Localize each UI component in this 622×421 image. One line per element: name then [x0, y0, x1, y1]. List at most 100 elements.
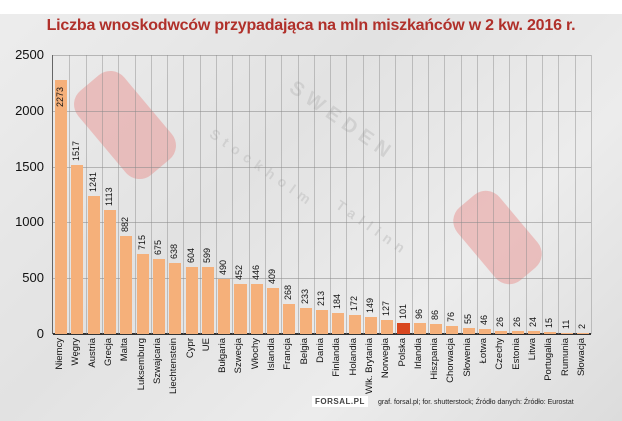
gridline	[591, 55, 592, 334]
value-label: 2273	[55, 86, 66, 107]
value-label: 1241	[87, 171, 98, 192]
value-label: 15	[544, 318, 555, 329]
gridline	[85, 55, 87, 334]
value-label: 604	[185, 247, 196, 263]
category-label: Islandia	[266, 338, 278, 371]
bar-finlandia	[332, 313, 345, 334]
category-label: UE	[200, 338, 212, 352]
category-label: Liechtenstein	[168, 338, 180, 394]
gridline	[476, 55, 478, 334]
value-label: 11	[560, 319, 571, 329]
gridline	[493, 55, 495, 334]
bar-austria	[87, 195, 100, 334]
chart-title: Liczba wnoskodwców przypadająca na mln m…	[46, 17, 576, 34]
gridline	[379, 55, 381, 334]
source-credits: graf. forsal.pl; for. shutterstock; Źród…	[378, 399, 574, 406]
gridline	[216, 55, 218, 334]
bar-irlandia	[413, 323, 426, 334]
gridline	[199, 55, 201, 334]
bar-francja	[283, 304, 296, 334]
category-label: Austria	[86, 338, 98, 368]
value-label: 213	[316, 291, 326, 307]
bar-litwa	[527, 331, 540, 334]
gridline	[248, 55, 250, 334]
category-label: Finlandia	[331, 338, 343, 377]
bar-grecja	[104, 209, 117, 334]
gridline	[167, 55, 169, 334]
gridline	[150, 55, 152, 334]
gridline	[118, 55, 120, 334]
value-label: 490	[218, 260, 229, 276]
value-label: 55	[462, 313, 473, 324]
y-tick-label: 0	[36, 326, 44, 341]
bar-wlk-brytania	[364, 317, 377, 334]
value-label: 24	[527, 317, 538, 328]
bar-niemcy	[55, 80, 68, 334]
category-label: Malta	[119, 338, 131, 362]
bar-cypr	[185, 266, 198, 334]
gridline	[313, 55, 315, 334]
bar-chorwacja	[446, 325, 459, 334]
gridline	[53, 222, 591, 224]
value-label: 184	[332, 294, 343, 310]
gridline	[395, 55, 397, 334]
bar-łotwa	[478, 328, 492, 334]
gridline	[134, 55, 136, 334]
bar-słowacja	[576, 333, 589, 334]
category-label: Węgry	[70, 338, 82, 366]
bar-luksemburg	[136, 254, 149, 334]
x-axis	[53, 333, 591, 335]
gridline	[183, 55, 185, 334]
gridline	[53, 166, 591, 168]
gridline	[53, 110, 591, 112]
gridline	[297, 55, 299, 334]
value-label: 446	[250, 265, 261, 281]
bar-węgry	[71, 164, 84, 334]
value-label: 149	[364, 298, 375, 314]
gridline	[509, 55, 511, 334]
category-label: Irlandia	[412, 338, 424, 370]
bar-szwajcaria	[152, 258, 165, 334]
gridline	[281, 55, 283, 334]
gridline	[53, 278, 591, 280]
category-label: Portugalia	[543, 338, 555, 381]
category-label: Szwajcaria	[151, 338, 163, 384]
category-label: Hiszpania	[429, 338, 441, 380]
top-band	[0, 0, 622, 14]
gridline	[558, 55, 560, 334]
bar-estonia	[511, 331, 524, 334]
bar-holandia	[348, 314, 361, 334]
value-label: 86	[430, 310, 441, 321]
forsal-logo: FORSAL.PL	[312, 396, 368, 407]
bar-rumunia	[560, 332, 573, 334]
gridline	[69, 55, 71, 334]
value-label: 76	[446, 311, 457, 322]
gridline	[574, 55, 576, 334]
bar-hiszpania	[430, 324, 443, 334]
gridline	[444, 55, 446, 334]
category-label: Chorwacja	[445, 338, 457, 383]
category-label: Niemcy	[54, 338, 66, 370]
bar-portugalia	[544, 332, 557, 334]
value-label: 101	[397, 303, 408, 319]
category-label: Dania	[315, 338, 326, 363]
value-label: 882	[120, 216, 131, 232]
category-label: Belgia	[298, 338, 310, 365]
category-label: Litwa	[526, 338, 538, 361]
gridline	[542, 55, 544, 334]
y-tick-label: 1500	[15, 158, 44, 174]
value-label: 46	[479, 314, 490, 325]
category-label: Norwegia	[380, 338, 392, 379]
value-label: 172	[348, 295, 359, 311]
value-label: 1113	[104, 187, 115, 206]
bar-dania	[315, 310, 329, 334]
category-label: Francja	[282, 338, 294, 370]
category-label: Słowacja	[575, 338, 587, 377]
bar-malta	[120, 235, 133, 334]
bar-bułgaria	[218, 279, 231, 334]
gridline	[460, 55, 462, 334]
y-tick-label: 2500	[15, 47, 44, 62]
y-tick-label: 1000	[15, 214, 44, 230]
value-label: 96	[413, 309, 424, 320]
y-tick-label: 2000	[15, 102, 44, 118]
